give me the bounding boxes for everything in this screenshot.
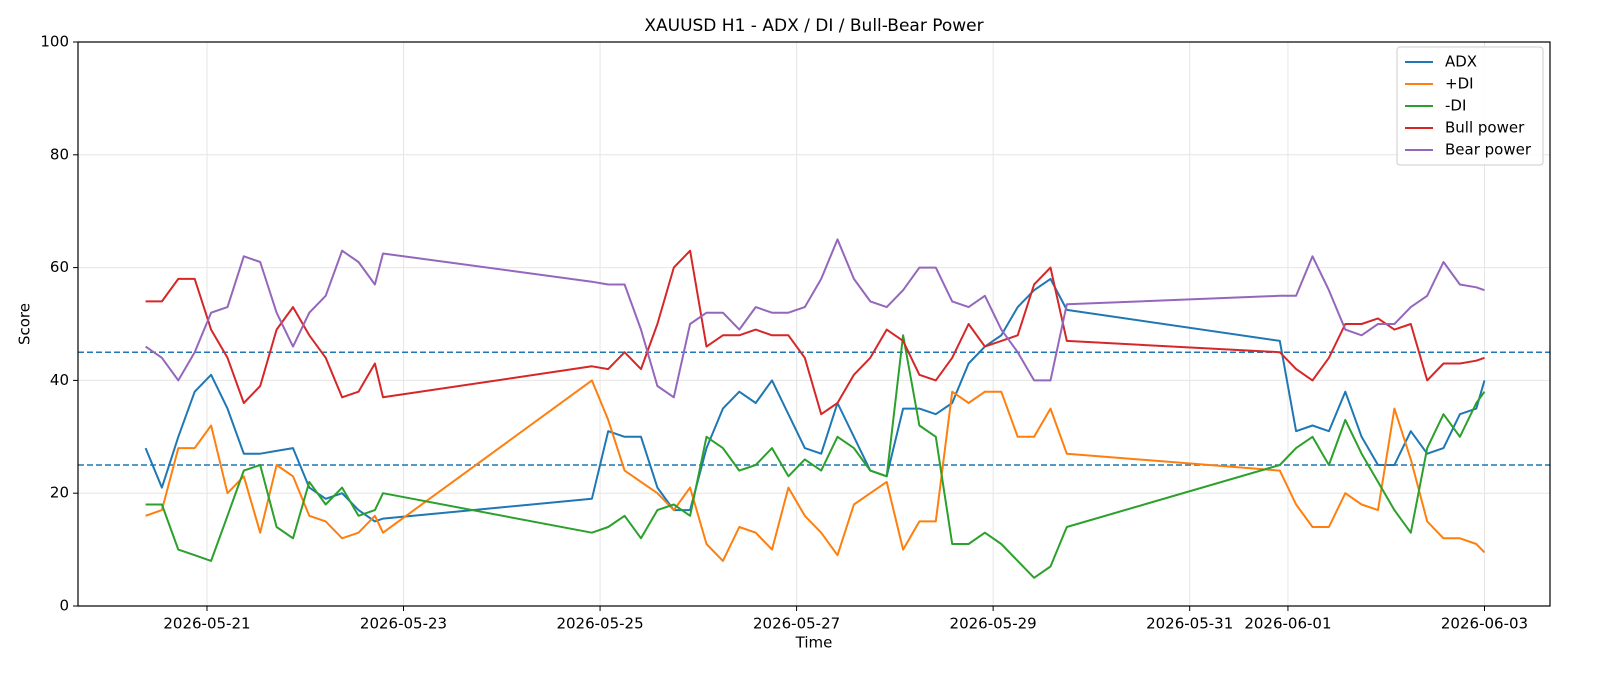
y-tick-label: 20 <box>50 484 69 502</box>
x-tick-label: 2026-05-23 <box>360 615 447 633</box>
series-line <box>145 249 1485 416</box>
legend-label: Bull power <box>1445 119 1525 137</box>
series-line <box>145 238 1485 399</box>
y-tick-label: 80 <box>50 145 69 163</box>
y-tick-label: 40 <box>50 371 69 389</box>
y-tick-label: 60 <box>50 258 69 276</box>
y-axis-label: Score <box>16 303 34 345</box>
legend-label: -DI <box>1445 97 1466 115</box>
legend-box <box>1396 46 1544 166</box>
plot-frame <box>77 41 1551 607</box>
x-tick-label: 2026-05-29 <box>950 615 1037 633</box>
y-tick-label: 0 <box>59 597 69 615</box>
y-tick-label: 100 <box>40 33 69 51</box>
series-line <box>144 277 1486 523</box>
legend: ADX +DI -DI Bull power Bear power <box>1396 46 1544 166</box>
legend-label: ADX <box>1445 53 1477 71</box>
x-tick-label: 2026-05-21 <box>163 615 250 633</box>
x-tick-label: 2026-05-25 <box>556 615 643 633</box>
x-tick-label: 2026-05-27 <box>753 615 840 633</box>
legend-label: Bear power <box>1445 141 1532 159</box>
x-axis-label: Time <box>795 634 833 652</box>
series-line <box>145 334 1486 579</box>
series-line <box>145 379 1486 562</box>
x-tick-label: 2026-06-03 <box>1441 615 1528 633</box>
legend-label: +DI <box>1445 75 1474 93</box>
chart-title: XAUUSD H1 - ADX / DI / Bull-Bear Power <box>644 16 983 36</box>
x-tick-label: 2026-06-01 <box>1244 615 1331 633</box>
x-tick-label: 2026-05-31 <box>1146 615 1233 633</box>
